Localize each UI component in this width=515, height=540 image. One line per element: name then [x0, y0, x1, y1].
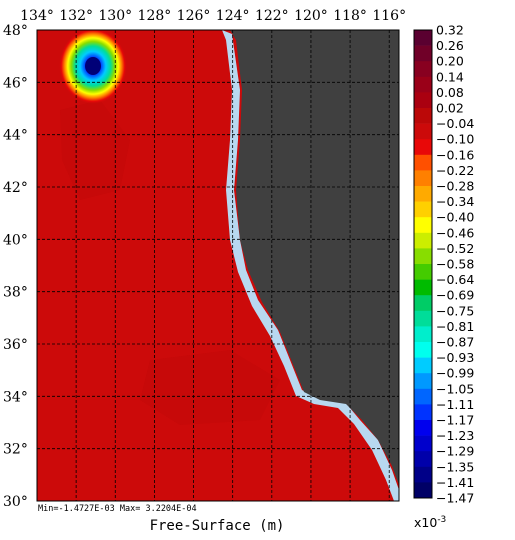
colorbar-label: −0.28	[436, 179, 474, 194]
colorbar-swatch	[414, 248, 432, 265]
colorbar-labels: 0.320.260.200.140.080.02−0.04−0.10−0.16−…	[436, 23, 474, 506]
x-tick-label: 130°	[98, 8, 132, 24]
colorbar-label: −1.05	[436, 381, 474, 396]
y-tick-label: 42°	[3, 180, 28, 196]
colorbar-label: 0.08	[436, 85, 464, 100]
colorbar-swatch	[414, 264, 432, 280]
colorbar-swatch	[414, 76, 432, 93]
colorbar-swatch	[414, 154, 432, 171]
colorbar-swatch	[414, 139, 432, 156]
colorbar-swatch	[414, 108, 432, 124]
colorbar-label: −0.04	[436, 116, 474, 131]
colorbar-multiplier: x10-3	[414, 515, 446, 530]
field-shading	[140, 350, 280, 425]
colorbar-label: −0.93	[436, 350, 474, 365]
plot-area	[37, 30, 399, 501]
colorbar-label: −1.35	[436, 459, 474, 474]
colorbar-label: −1.47	[436, 491, 474, 506]
y-tick-label: 32°	[3, 442, 28, 458]
colorbar-swatch	[414, 61, 432, 78]
x-tick-label: 134°	[20, 8, 54, 24]
colorbar-swatch	[414, 435, 432, 452]
colorbar-swatch	[414, 451, 432, 468]
colorbar-swatch	[414, 232, 432, 249]
x-tick-label: 116°	[372, 8, 406, 24]
plot-frame	[36, 29, 400, 502]
colorbar-label: −0.64	[436, 272, 474, 287]
colorbar-swatch	[414, 45, 432, 62]
y-tick-label: 38°	[3, 285, 28, 301]
colorbar-swatch	[414, 326, 432, 343]
colorbar-swatch	[414, 201, 432, 218]
colorbar-label: −1.11	[436, 397, 474, 412]
y-tick-label: 40°	[3, 232, 28, 248]
y-tick-label: 36°	[3, 337, 28, 353]
y-tick-label: 34°	[3, 389, 28, 405]
y-tick-label: 46°	[3, 75, 28, 91]
colorbar-label: −1.41	[436, 475, 474, 490]
x-tick-label: 126°	[177, 8, 211, 24]
colorbar-label: −0.52	[436, 241, 474, 256]
x-tick-label: 128°	[138, 8, 172, 24]
colorbar-swatch	[414, 279, 432, 296]
colorbar-label: −0.69	[436, 288, 474, 303]
colorbar-label: −0.87	[436, 335, 474, 350]
colorbar-label: −1.17	[436, 413, 474, 428]
colorbar-swatch	[414, 310, 432, 327]
y-tick-labels: 48° 46° 44° 42° 40° 38° 36° 34° 32° 30°	[3, 23, 28, 510]
colorbar-label: −0.99	[436, 366, 474, 381]
colorbar-swatch	[414, 373, 432, 390]
colorbar-swatch	[414, 295, 432, 312]
x-tick-label: 120°	[294, 8, 328, 24]
colorbar-swatch	[414, 186, 432, 202]
colorbar-label: −0.34	[436, 194, 474, 209]
x-tick-labels: 134° 132° 130° 128° 126° 124° 122° 120° 118° 116°	[20, 8, 406, 24]
colorbar-label: −0.40	[436, 210, 474, 225]
colorbar-swatch	[414, 92, 432, 109]
colorbar-label: −0.10	[436, 132, 474, 147]
field-shading	[60, 100, 130, 200]
colorbar-label: 0.14	[436, 69, 464, 84]
x-tick-label: 122°	[255, 8, 289, 24]
colorbar-label: −0.46	[436, 225, 474, 240]
colorbar-label: −0.58	[436, 257, 474, 272]
colorbar-label: 0.26	[436, 38, 464, 53]
x-tick-label: 124°	[216, 8, 250, 24]
colorbar-swatch	[414, 123, 432, 140]
colorbar-swatch	[414, 357, 432, 374]
colorbar-label: −1.29	[436, 444, 474, 459]
colorbar-label: −0.16	[436, 147, 474, 162]
colorbar-swatch	[414, 388, 432, 405]
colorbar-swatch	[414, 217, 432, 234]
y-tick-label: 44°	[3, 128, 28, 144]
colorbar-swatch	[414, 420, 432, 436]
colorbar-label: −1.23	[436, 428, 474, 443]
land	[230, 30, 399, 485]
colorbar-label: −0.81	[436, 319, 474, 334]
x-axis-label: Free-Surface (m)	[150, 518, 285, 534]
colorbar-label: −0.22	[436, 163, 474, 178]
colorbar-swatch	[414, 466, 432, 483]
colorbar-swatch	[414, 404, 432, 421]
colorbar-frame	[413, 29, 433, 499]
colorbar-label: 0.20	[436, 54, 464, 69]
sea-surface-anomaly	[59, 30, 127, 104]
colorbar-swatch	[414, 482, 432, 499]
x-tick-label: 132°	[59, 8, 93, 24]
colorbar-label: 0.32	[436, 23, 464, 38]
y-tick-label: 30°	[3, 494, 28, 510]
stats-text: Min=-1.4727E-03 Max= 3.2204E-04	[38, 504, 197, 514]
colorbar-swatch	[414, 170, 432, 187]
colorbar-label: −0.75	[436, 303, 474, 318]
colorbar-swatch	[414, 342, 432, 358]
colorbar-swatch	[414, 30, 432, 46]
y-tick-label: 48°	[3, 23, 28, 39]
colorbar	[413, 29, 433, 499]
coastal-band	[222, 30, 399, 501]
colorbar-label: 0.02	[436, 101, 464, 116]
x-tick-label: 118°	[333, 8, 367, 24]
grid-lines	[37, 30, 399, 501]
